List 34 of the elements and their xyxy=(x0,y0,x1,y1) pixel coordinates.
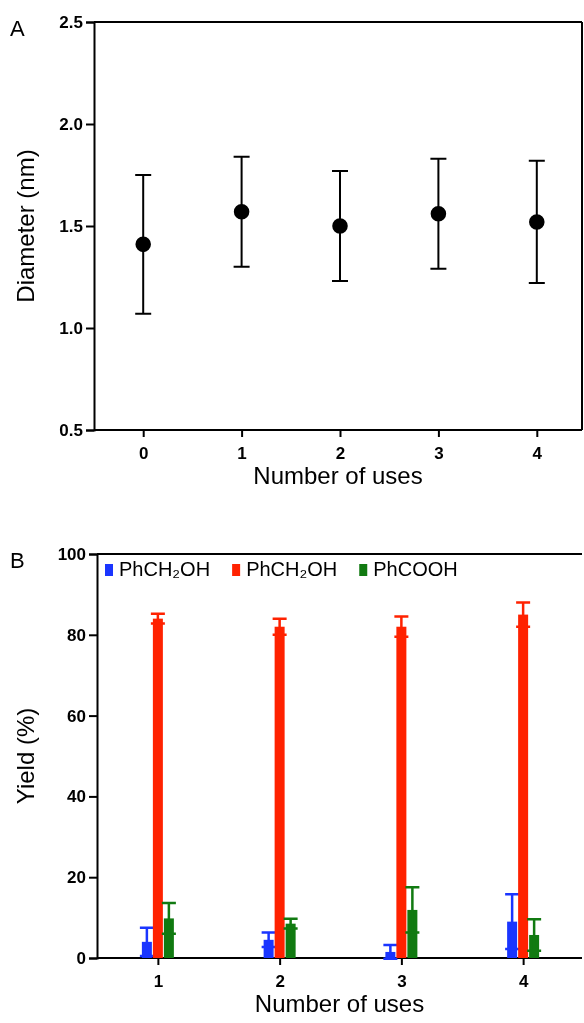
y-tick-label: 40 xyxy=(67,787,86,807)
y-tick-label: 2.0 xyxy=(59,114,83,134)
y-tick-label: 1.0 xyxy=(59,318,83,338)
y-tick-label: 0.5 xyxy=(59,420,83,440)
point xyxy=(529,214,545,230)
point xyxy=(233,203,250,220)
point xyxy=(135,236,151,253)
x-tick-label: 1 xyxy=(237,443,247,463)
x-tick-label: 4 xyxy=(532,443,543,463)
legend-label: PhCOOH xyxy=(373,558,458,580)
y-tick-label: 0 xyxy=(76,948,86,968)
y-tick-label: 100 xyxy=(57,544,86,564)
y-axis-title: Diameter (nm) xyxy=(12,149,39,303)
x-tick-label: 1 xyxy=(153,971,164,991)
x-axis-title: Number of uses xyxy=(253,462,423,489)
legend-label: PhCH₂OH xyxy=(119,558,211,580)
x-axis-title: Number of uses xyxy=(254,990,425,1017)
x-tick-label: 3 xyxy=(397,971,407,991)
x-tick-label: 4 xyxy=(518,971,529,991)
y-tick-label: 2.5 xyxy=(59,12,83,32)
y-tick-label: 20 xyxy=(67,868,86,888)
y-tick-label: 80 xyxy=(67,625,86,645)
x-tick-label: 3 xyxy=(434,443,444,463)
y-tick-label: 1.5 xyxy=(59,216,83,236)
x-tick-label: 0 xyxy=(138,443,149,463)
legend-label: PhCH₂OH xyxy=(246,558,338,580)
chart-title: A xyxy=(10,16,25,41)
x-tick-label: 2 xyxy=(275,971,285,991)
x-tick-label: 2 xyxy=(335,443,346,463)
point xyxy=(430,206,447,222)
chart-title: B xyxy=(10,548,25,573)
y-axis-title: Yield (%) xyxy=(12,707,39,805)
y-tick-label: 60 xyxy=(67,706,86,726)
point xyxy=(332,218,348,234)
